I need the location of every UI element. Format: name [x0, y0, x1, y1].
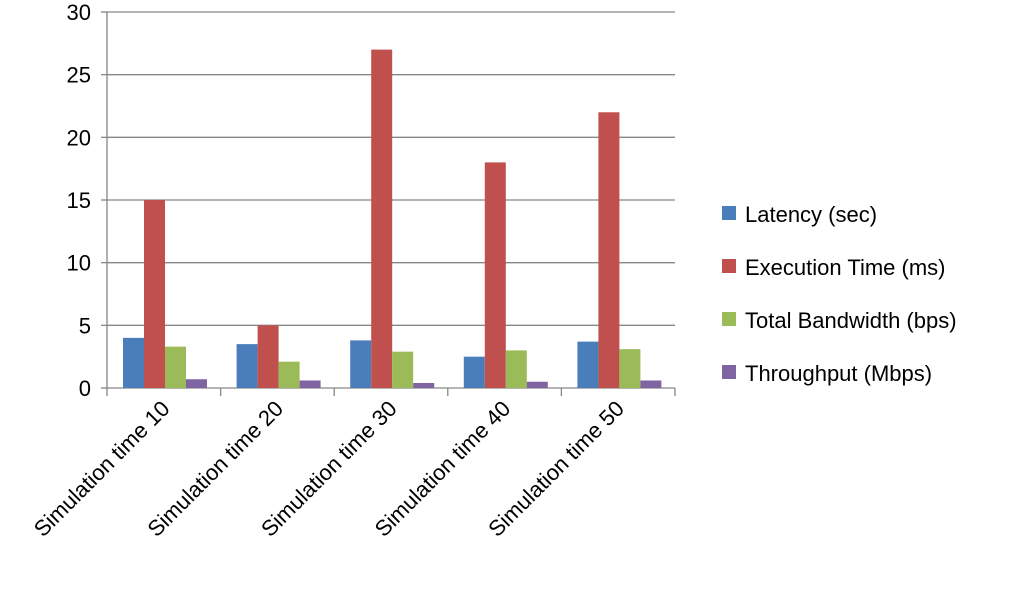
bar [526, 381, 548, 388]
y-tick-label: 10 [67, 251, 91, 276]
legend: Latency (sec) Execution Time (ms) Total Ba… [722, 202, 957, 386]
bar [371, 49, 393, 388]
bar [463, 356, 485, 388]
bar [640, 380, 662, 388]
y-tick-label: 5 [79, 313, 91, 338]
bar [413, 382, 435, 388]
bars [123, 49, 662, 389]
bar [484, 162, 506, 388]
bar [299, 380, 321, 388]
y-tick-label: 15 [67, 188, 91, 213]
bar [144, 200, 165, 388]
bar [577, 341, 599, 388]
bar [123, 337, 144, 388]
bar [598, 112, 620, 389]
y-tick-label: 20 [67, 125, 91, 150]
bar [165, 346, 186, 388]
y-tick-label: 30 [67, 0, 91, 25]
legend-label: Total Bandwidth (bps) [745, 308, 957, 333]
legend-label: Throughput (Mbps) [745, 361, 932, 386]
legend-swatch [722, 365, 736, 379]
bar [619, 349, 641, 388]
bar [392, 351, 414, 388]
bar [236, 344, 258, 388]
bar [505, 350, 527, 388]
legend-swatch [722, 312, 736, 326]
y-tick-label: 25 [67, 63, 91, 88]
legend-label: Execution Time (ms) [745, 255, 946, 280]
legend-swatch [722, 206, 736, 220]
bar [257, 325, 279, 388]
legend-label: Latency (sec) [745, 202, 877, 227]
legend-swatch [722, 259, 736, 273]
y-tick-label: 0 [79, 376, 91, 401]
bar [278, 361, 300, 388]
bar [350, 340, 372, 388]
bar [186, 379, 207, 388]
